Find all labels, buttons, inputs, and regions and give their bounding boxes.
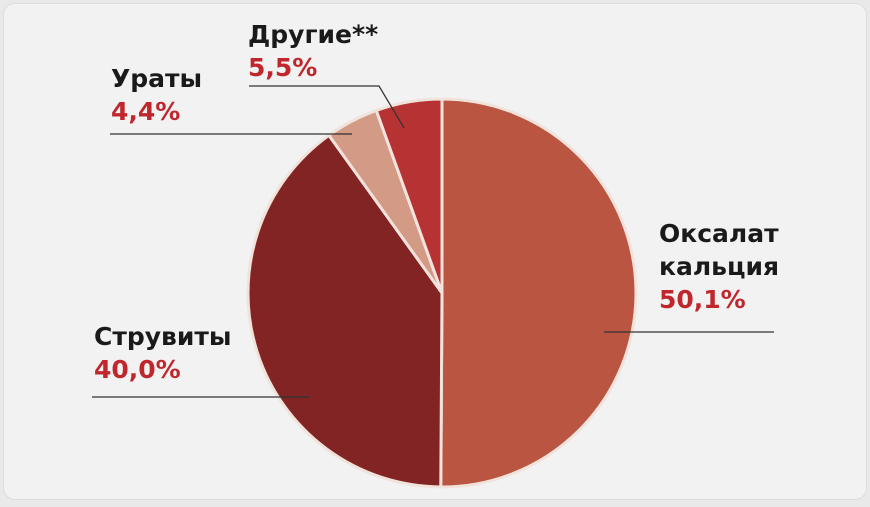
value-label: 5,5% bbox=[248, 53, 318, 82]
slice-label: Струвиты 40,0% bbox=[94, 320, 294, 386]
category-label: Струвиты bbox=[94, 322, 232, 351]
value-label: 4,4% bbox=[111, 97, 181, 126]
category-label: Ураты bbox=[111, 64, 203, 93]
slice-label: Ураты 4,4% bbox=[111, 62, 311, 128]
slice-label: Оксалат кальция 50,1% bbox=[659, 217, 799, 316]
category-label: Оксалат кальция bbox=[659, 219, 780, 281]
category-label: Другие** bbox=[248, 20, 379, 49]
leader-line bbox=[249, 85, 405, 129]
value-label: 50,1% bbox=[659, 285, 746, 314]
pie-slice bbox=[246, 133, 444, 489]
chart-panel: Оксалат кальция 50,1% Струвиты 40,0% Ураты… bbox=[3, 3, 867, 500]
value-label: 40,0% bbox=[94, 355, 181, 384]
chart bbox=[92, 85, 774, 489]
pie-slice bbox=[439, 97, 638, 489]
slice-label: Другие** 5,5% bbox=[248, 18, 448, 84]
pie-slice bbox=[374, 97, 444, 295]
